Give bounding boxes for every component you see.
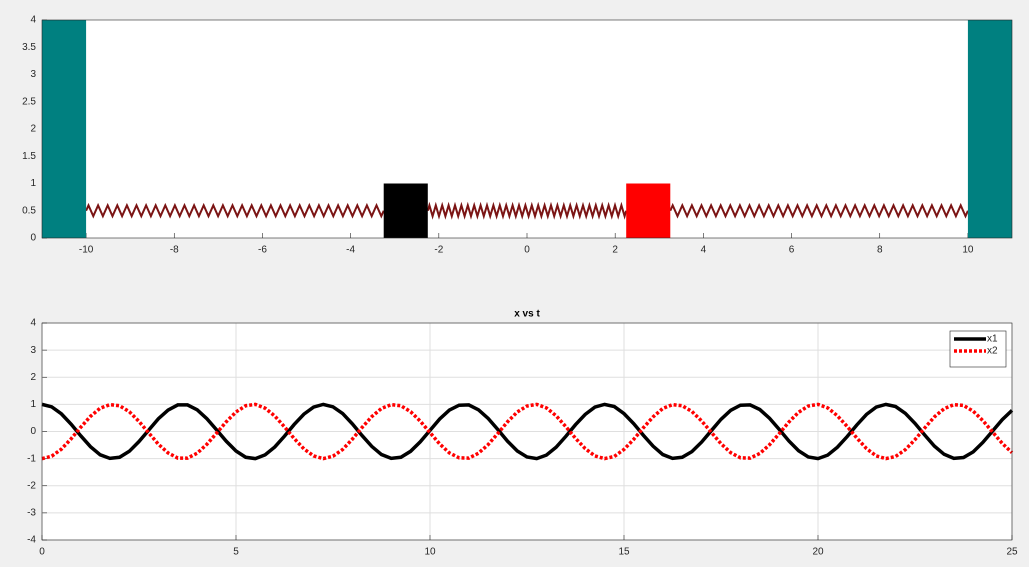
y-tick-label: 4 [30,15,36,26]
x-tick-label: 0 [39,547,45,558]
block [42,20,87,238]
y-tick-label: -2 [27,480,36,491]
legend-label: x2 [987,346,998,357]
axes-box [41,19,1013,239]
x-tick-label: 0 [524,245,530,256]
axes-box [41,322,1013,541]
block [967,20,1012,238]
spring [426,201,628,220]
x-tick-label: -10 [79,245,94,256]
y-tick-label: 2.5 [22,96,36,107]
y-tick-label: 1 [30,399,36,410]
legend-box [949,330,1007,368]
x-tick-label: 2 [612,245,618,256]
y-tick-label: 2 [30,372,36,383]
x-tick-label: 4 [701,245,707,256]
x-tick-label: -4 [346,245,355,256]
y-tick-label: -4 [27,535,36,546]
axes: 0 0.5 1 1.5 2 2.5 3 3.5 4 -10 -8 -6 -4 -2 0 2 4 6 8 10 [22,15,1013,256]
y-tick-label: 2 [30,124,36,135]
y-tick-label: -1 [27,453,36,464]
x-tick-label: 6 [789,245,795,256]
x-tick-label: -8 [170,245,179,256]
spring [85,202,385,219]
x-tick-label: 20 [812,547,824,558]
series-line [41,402,1014,461]
x-tick-label: 8 [877,245,883,256]
y-tick-label: -3 [27,508,36,519]
x-tick-label: 25 [1006,547,1018,558]
y-tick-label: 3.5 [22,42,36,53]
spring [669,202,969,219]
x-tick-label: -6 [258,245,267,256]
plot-area [42,20,1012,238]
x-tick-label: 10 [962,245,974,256]
y-tick-label: 0 [30,426,36,437]
chart-title: x vs t [514,309,540,320]
y-tick-label: 3 [30,345,36,356]
y-tick-label: 0 [30,233,36,244]
y-tick-label: 1.5 [22,151,36,162]
plot-content [42,20,1012,238]
block [626,183,671,238]
legend-label: x1 [987,334,998,345]
y-tick-label: 1 [30,178,36,189]
block [383,183,428,238]
x-tick-label: 5 [233,547,239,558]
x-tick-label: -2 [434,245,443,256]
y-tick-label: 0.5 [22,205,36,216]
x-tick-label: 15 [618,547,630,558]
x-tick-label: 10 [424,547,436,558]
y-tick-label: 4 [30,318,36,329]
y-tick-label: 3 [30,69,36,80]
